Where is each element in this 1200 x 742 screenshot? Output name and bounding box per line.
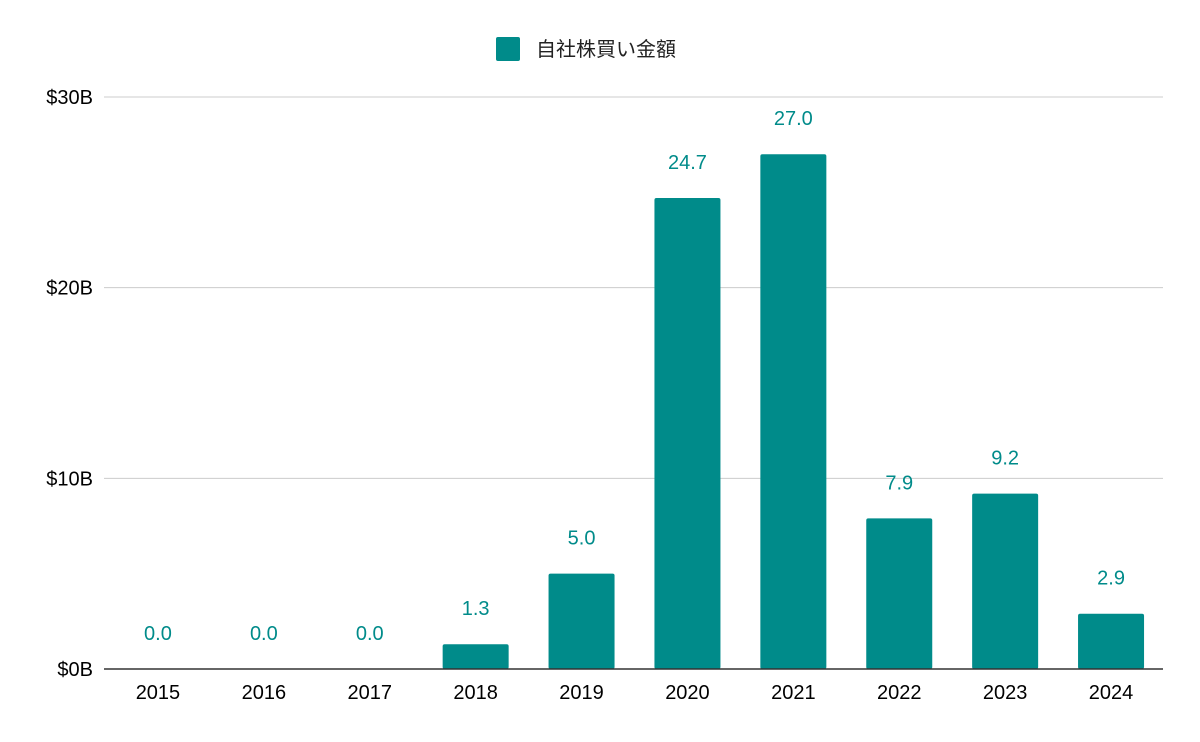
data-label-2022: 7.9: [885, 472, 913, 494]
data-label-2024: 2.9: [1097, 568, 1125, 590]
y-tick-label: $20B: [46, 278, 93, 300]
gridlines: [104, 96, 1163, 479]
bar-2019: [548, 573, 615, 669]
x-tick-label-2019: 2019: [559, 682, 604, 704]
legend-swatch: [496, 37, 520, 61]
x-tick-label-2017: 2017: [348, 682, 393, 704]
x-tick-label-2016: 2016: [242, 682, 287, 704]
y-tick-label: $30B: [46, 87, 93, 109]
data-label-2015: 0.0: [144, 623, 172, 645]
legend: 自社株買い金額: [496, 37, 676, 61]
data-label-2016: 0.0: [250, 623, 278, 645]
bar-2023: [972, 493, 1039, 669]
data-label-2020: 24.7: [668, 152, 707, 174]
data-label-2019: 5.0: [568, 528, 596, 550]
bar-2021: [760, 154, 827, 669]
y-tick-label: $0B: [57, 659, 93, 681]
x-tick-label-2020: 2020: [665, 682, 710, 704]
x-tick-label-2024: 2024: [1089, 682, 1134, 704]
data-label-2023: 9.2: [991, 448, 1019, 470]
data-label-2021: 27.0: [774, 108, 813, 130]
legend-label: 自社株買い金額: [536, 38, 676, 61]
y-tick-label: $10B: [46, 468, 93, 490]
x-tick-label-2022: 2022: [877, 682, 922, 704]
x-tick-label-2018: 2018: [453, 682, 498, 704]
x-tick-label-2023: 2023: [983, 682, 1028, 704]
data-labels: 0.0 0.0 0.0 1.3 5.0 24.7 27.0 7.9 9.2 2.9: [144, 108, 1125, 645]
x-tick-label-2015: 2015: [136, 682, 181, 704]
bar-2018: [442, 644, 509, 669]
bar-2024: [1078, 613, 1145, 669]
x-tick-label-2021: 2021: [771, 682, 816, 704]
data-label-2018: 1.3: [462, 598, 490, 620]
bar-2020: [654, 198, 721, 669]
bar-2022: [866, 518, 933, 669]
bars: [442, 154, 1145, 669]
data-label-2017: 0.0: [356, 623, 384, 645]
axes: $0B $10B $20B $30B 2015 2016 2017 2018 2019 2020 2…: [46, 87, 1163, 704]
